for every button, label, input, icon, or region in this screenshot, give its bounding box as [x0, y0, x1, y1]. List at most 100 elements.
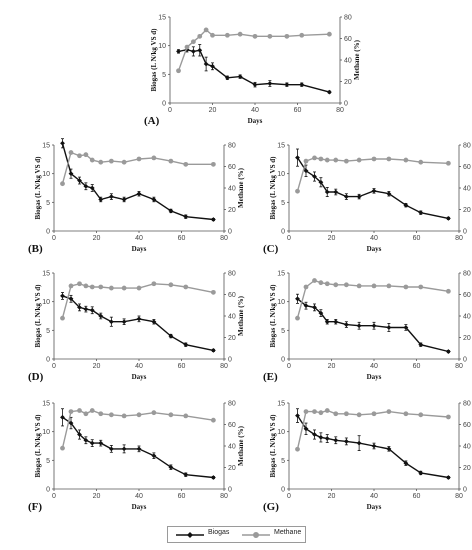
biogas-point: [83, 183, 89, 189]
methane-point: [183, 161, 189, 167]
methane-point: [89, 408, 95, 413]
methane-point: [295, 188, 300, 194]
methane-point: [136, 412, 142, 418]
y2-tick-label: 40: [228, 444, 236, 451]
methane-point: [68, 150, 74, 155]
methane-point: [252, 33, 258, 39]
y2-tick-label: 20: [228, 207, 236, 214]
biogas-point: [121, 446, 127, 452]
y-axis-title: Biogas (L N/kg VS d): [269, 284, 277, 348]
y2-tick-label: 80: [463, 401, 471, 408]
biogas-point: [151, 453, 157, 459]
biogas-point: [333, 437, 339, 443]
x-tick-label: 60: [178, 493, 186, 500]
methane-point: [295, 315, 300, 321]
biogas-point: [403, 325, 409, 330]
x-tick-label: 60: [178, 235, 186, 242]
methane-point: [89, 157, 95, 163]
y-tick-label: 10: [42, 299, 50, 306]
biogas-point: [343, 194, 349, 199]
biogas-point: [371, 443, 377, 449]
y2-tick-label: 40: [228, 186, 236, 193]
x-axis-title: Days: [132, 503, 147, 511]
y-tick-label: 0: [46, 229, 50, 236]
methane-point: [312, 278, 317, 283]
biogas-point: [386, 191, 392, 197]
y2-tick-label: 20: [228, 465, 236, 472]
y2-tick-label: 20: [228, 335, 236, 342]
biogas-point: [121, 319, 127, 325]
x-axis-title: Days: [248, 117, 263, 125]
methane-point: [237, 31, 243, 37]
methane-point: [121, 159, 127, 165]
methane-point: [168, 412, 174, 418]
methane-point: [190, 39, 196, 45]
y-tick-label: 0: [281, 487, 285, 494]
x-axis-title: Days: [367, 373, 382, 381]
y2-axis-title: Methane (%): [237, 295, 245, 336]
biogas-point: [445, 215, 451, 221]
biogas-point: [343, 439, 349, 444]
y2-tick-label: 0: [228, 229, 232, 236]
y2-tick-label: 60: [463, 164, 471, 171]
biogas-point: [333, 189, 339, 195]
methane-point: [60, 181, 65, 187]
x-tick-label: 60: [178, 363, 186, 370]
y-tick-label: 15: [277, 143, 285, 150]
biogas-point: [295, 155, 300, 161]
y-tick-label: 15: [277, 401, 285, 408]
biogas-point: [324, 319, 330, 325]
biogas-point: [68, 296, 74, 302]
biogas-point: [324, 189, 330, 195]
methane-point: [324, 281, 330, 287]
methane-point: [77, 408, 82, 413]
y2-axis-title: Methane (%): [353, 39, 361, 80]
biogas-point: [68, 171, 74, 177]
y-tick-label: 0: [46, 357, 50, 364]
methane-point: [151, 410, 157, 416]
methane-point: [210, 417, 216, 423]
y2-axis-title: Methane (%): [237, 425, 245, 466]
biogas-point: [183, 342, 189, 348]
biogas-point: [210, 348, 216, 353]
x-tick-label: 80: [455, 235, 463, 242]
x-tick-label: 80: [220, 363, 228, 370]
legend-biogas-label: Biogas: [208, 529, 230, 536]
biogas-point: [168, 333, 174, 339]
y2-tick-label: 0: [228, 357, 232, 364]
methane-point: [445, 160, 451, 166]
biogas-point: [303, 303, 309, 309]
y-tick-label: 15: [277, 271, 285, 278]
biogas-point: [108, 194, 114, 199]
methane-point: [386, 409, 392, 414]
methane-point: [312, 409, 317, 414]
methane-point: [343, 282, 349, 288]
legend-biogas-swatch: [176, 532, 204, 538]
biogas-point: [237, 74, 243, 80]
y2-tick-label: 0: [463, 357, 467, 364]
methane-point: [83, 283, 89, 289]
x-tick-label: 60: [413, 493, 421, 500]
y2-tick-label: 80: [228, 271, 236, 278]
panel-label: (B): [28, 243, 43, 255]
biogas-point: [89, 440, 95, 446]
methane-point: [210, 289, 216, 295]
x-tick-label: 20: [209, 107, 217, 114]
y-axis-title: Biogas (L N/kg VS d): [34, 284, 42, 348]
biogas-point: [77, 178, 82, 183]
biogas-point: [210, 217, 216, 222]
methane-point: [356, 412, 362, 418]
biogas-point: [333, 319, 339, 325]
panel-label: (C): [263, 243, 279, 255]
biogas-point: [326, 89, 332, 95]
y2-tick-label: 20: [463, 207, 471, 214]
x-tick-label: 40: [135, 363, 143, 370]
y2-tick-label: 0: [463, 487, 467, 494]
y-axis-title: Biogas (L N/kg VS d): [34, 156, 42, 220]
biogas-point: [356, 440, 362, 446]
